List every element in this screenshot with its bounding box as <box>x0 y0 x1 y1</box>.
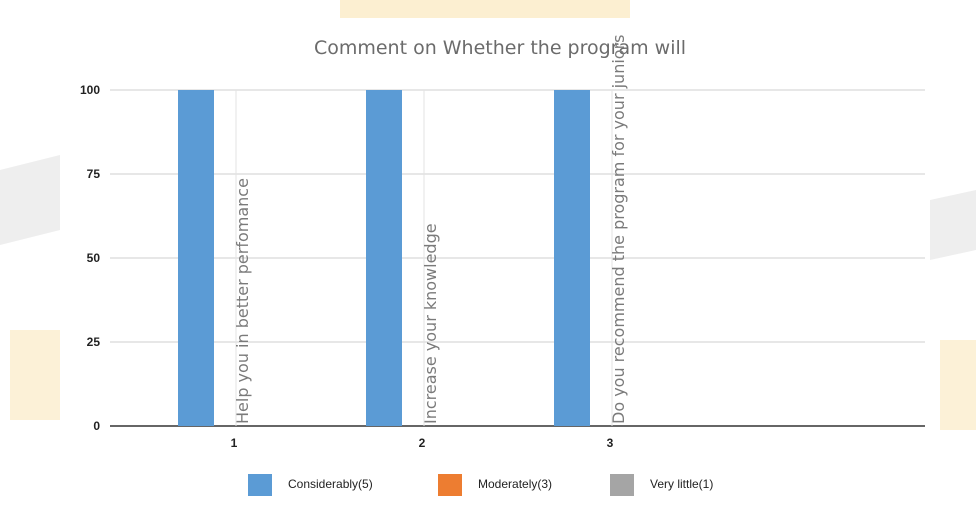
y-tick-label: 50 <box>87 251 101 265</box>
x-tick-label: 3 <box>607 436 614 450</box>
category-label: Help you in better perfomance <box>233 178 252 424</box>
legend-label: Moderately(3) <box>478 477 552 491</box>
legend-swatch <box>610 474 634 496</box>
legend-label: Considerably(5) <box>288 477 373 491</box>
decor-shape <box>340 0 630 18</box>
gridlines <box>110 89 925 427</box>
y-tick-label: 75 <box>87 167 101 181</box>
decor-shape <box>10 330 60 420</box>
x-tick-label: 1 <box>231 436 238 450</box>
y-tick-label: 100 <box>80 83 100 97</box>
decor-shape <box>930 190 976 260</box>
decor-shape <box>940 340 976 430</box>
bar-1-3 <box>554 90 590 426</box>
y-tick-label: 25 <box>87 335 101 349</box>
y-tick-label: 0 <box>93 419 100 433</box>
legend: Considerably(5) Moderately(3) Very little(… <box>248 474 713 496</box>
chart-title: Comment on Whether the program will <box>314 37 686 59</box>
background-decoration <box>0 0 976 430</box>
bars <box>178 90 590 426</box>
x-tick-label: 2 <box>419 436 426 450</box>
category-label: Increase your knowledge <box>421 223 440 424</box>
legend-swatch <box>248 474 272 496</box>
decor-shape <box>0 155 60 245</box>
category-label: Do you recommend the program for your ju… <box>609 35 628 424</box>
bar-1-1 <box>178 90 214 426</box>
x-axis: 1 2 3 <box>231 436 614 450</box>
bar-1-2 <box>366 90 402 426</box>
legend-swatch <box>438 474 462 496</box>
y-axis: 0 25 50 75 100 <box>80 83 100 433</box>
legend-label: Very little(1) <box>650 477 713 491</box>
category-labels: Help you in better perfomance Increase yo… <box>233 35 628 424</box>
